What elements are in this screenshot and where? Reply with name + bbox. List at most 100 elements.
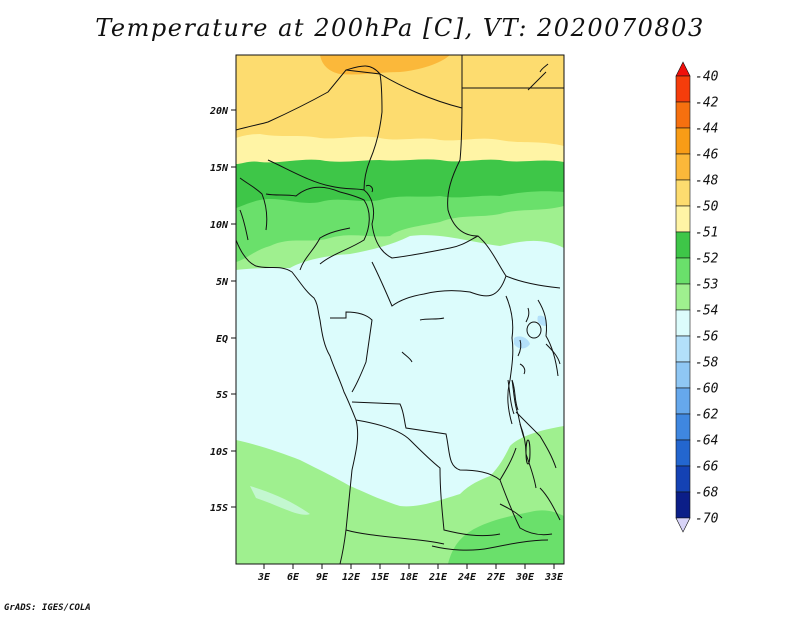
colorbar-label: -52: [695, 252, 719, 267]
lat-label: 5S: [216, 390, 228, 401]
border-mozambique: [539, 487, 561, 521]
border-drc-east: [505, 295, 514, 425]
country-borders: [236, 55, 564, 564]
lat-label: 20N: [209, 106, 229, 117]
colorbar-swatch: [675, 413, 691, 441]
border-chad: [363, 189, 479, 259]
colorbar: -40 -42 -44 -46 -48 -50 -51 -52 -53 -54 -56 -58 -60 -…: [675, 61, 719, 533]
colorbar-label: -44: [695, 122, 718, 137]
colorbar-label: -42: [695, 96, 719, 111]
border-nigeria: [299, 227, 351, 271]
border-north-1: [236, 69, 383, 191]
colorbar-label: -62: [695, 408, 719, 423]
lake-bangweulu: [519, 363, 526, 375]
lon-label: 15E: [371, 572, 390, 583]
lon-label: 3E: [257, 572, 271, 583]
lat-label: 5N: [216, 277, 229, 288]
colorbar-swatch: [675, 335, 691, 363]
border-west-3: [239, 209, 249, 241]
field-cyan-west-stripe: [250, 486, 310, 515]
colorbar-label: -60: [695, 382, 719, 397]
colorbar-swatch: [675, 361, 691, 389]
river-congo-1: [419, 317, 445, 321]
colorbar-arrow-bottom: [675, 517, 691, 533]
field-blue-patch-2: [537, 315, 547, 326]
lat-label: 15S: [210, 503, 228, 514]
border-drc-south: [351, 401, 517, 481]
field-mid-green-south: [448, 510, 564, 564]
lat-axis: 20N 15N 10N 5N EQ 5S 10S 15S: [209, 106, 236, 514]
colorbar-swatch: [675, 179, 691, 207]
border-west-2: [265, 186, 341, 197]
border-sudan: [447, 159, 561, 289]
border-congo: [330, 311, 373, 393]
colorbar-swatch: [675, 491, 691, 519]
colorbar-arrow-top: [675, 61, 691, 77]
credit-text: GrADS: IGES/COLA: [4, 603, 91, 613]
colorbar-label: -70: [695, 512, 719, 527]
colorbar-label: -58: [695, 356, 719, 371]
colorbar-swatch: [675, 101, 691, 129]
lon-label: 24E: [457, 572, 477, 583]
colorbar-label: -50: [695, 200, 719, 215]
border-zambia: [499, 479, 553, 536]
border-north-5: [379, 73, 463, 109]
field-blue-patch: [514, 336, 530, 349]
lat-label: EQ: [216, 334, 228, 345]
border-ethiopia-2: [527, 71, 547, 91]
colorbar-label: -51: [695, 226, 718, 241]
lake-tanganyika: [511, 379, 525, 439]
colorbar-swatch: [675, 283, 691, 311]
colorbar-swatch: [675, 153, 691, 181]
lake-malawi: [525, 439, 531, 465]
border-north-4: [345, 65, 381, 75]
temperature-field: [236, 55, 564, 564]
colorbar-swatch: [675, 75, 691, 103]
colorbar-label: -48: [695, 174, 719, 189]
lat-label: 10S: [210, 447, 228, 458]
lat-label: 10N: [210, 220, 229, 231]
lat-label: 15N: [210, 163, 229, 174]
lon-label: 12E: [342, 572, 361, 583]
lake-chad: [365, 185, 373, 193]
colorbar-swatch: [675, 387, 691, 415]
border-sahel: [267, 159, 365, 191]
border-car: [371, 261, 507, 307]
border-west-1: [239, 177, 268, 231]
colorbar-swatch: [675, 439, 691, 467]
river-congo-2: [401, 351, 413, 363]
lon-label: 30E: [515, 572, 535, 583]
lake-albert: [525, 307, 530, 323]
map-frame: [235, 54, 565, 565]
field-light-orange: [320, 55, 450, 75]
lon-label: 6E: [287, 572, 300, 583]
border-south-2: [431, 539, 549, 551]
field-yellow: [236, 55, 564, 146]
lon-axis: 3E 6E 9E 12E 15E 18E 21E 24E 27E 30E 33E: [257, 564, 564, 583]
border-cameroon: [319, 191, 370, 265]
colorbar-swatch: [675, 465, 691, 493]
lake-kivu: [517, 339, 522, 357]
colorbar-swatch: [675, 257, 691, 285]
coastline-west: [236, 239, 359, 564]
lon-label: 21E: [428, 572, 448, 583]
border-south-1: [345, 529, 445, 545]
colorbar-label: -56: [695, 330, 719, 345]
lon-label: 33E: [544, 572, 564, 583]
border-east-1: [537, 299, 559, 377]
border-tanzania: [515, 411, 557, 469]
colorbar-label: -66: [695, 460, 719, 475]
lon-label: 18E: [400, 572, 419, 583]
colorbar-label: -64: [695, 434, 718, 449]
colorbar-label: -40: [695, 70, 719, 85]
colorbar-label: -68: [695, 486, 719, 501]
border-zambezi: [499, 503, 523, 519]
colorbar-swatch: [675, 127, 691, 155]
colorbar-label: -54: [695, 304, 718, 319]
colorbar-swatch: [675, 205, 691, 233]
colorbar-swatch: [675, 231, 691, 259]
border-north-2: [459, 55, 463, 161]
map-title: Temperature at 200hPa [C], VT: 202007080…: [95, 14, 705, 42]
border-angola: [355, 419, 501, 537]
